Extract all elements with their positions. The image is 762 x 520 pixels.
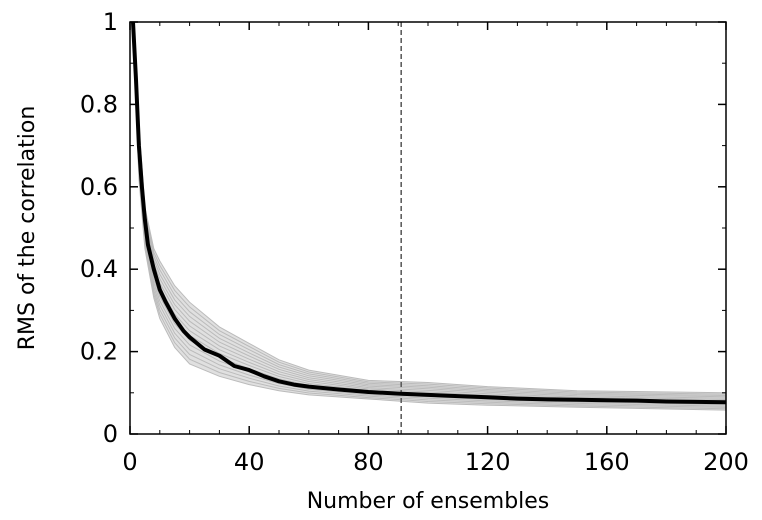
x-tick-label: 0 xyxy=(122,448,137,476)
x-tick-label: 200 xyxy=(703,448,749,476)
y-tick-label: 0.4 xyxy=(80,255,118,283)
x-tick-label: 160 xyxy=(584,448,630,476)
ensemble-member-line xyxy=(132,21,727,411)
ensemble-member-line xyxy=(132,21,727,398)
ensemble-member-line xyxy=(132,21,727,395)
spread-band xyxy=(133,22,726,411)
ensemble-spread xyxy=(132,21,727,411)
x-axis-title: Number of ensembles xyxy=(307,489,550,514)
y-tick-label: 0.8 xyxy=(80,90,118,118)
mean-series-line xyxy=(131,21,727,405)
x-tick-label: 80 xyxy=(353,448,384,476)
x-tick-label: 40 xyxy=(234,448,265,476)
ensemble-member-line xyxy=(132,21,727,410)
y-tick-label: 1 xyxy=(103,8,118,36)
mean-series xyxy=(131,21,727,405)
ensemble-member-line xyxy=(132,21,727,396)
y-tick-label: 0.6 xyxy=(80,173,118,201)
y-tick-label: 0 xyxy=(103,420,118,448)
ensemble-member-line xyxy=(132,21,727,408)
ensemble-member-line xyxy=(132,21,727,407)
y-axis-title: RMS of the correlation xyxy=(15,106,40,351)
axis-ticks: 0 40 80 120 160 200 0 0.2 0.4 0.6 0.8 1 xyxy=(80,8,749,476)
x-tick-label: 120 xyxy=(465,448,511,476)
ensemble-member-line xyxy=(132,21,727,394)
y-tick-label: 0.2 xyxy=(80,338,118,366)
